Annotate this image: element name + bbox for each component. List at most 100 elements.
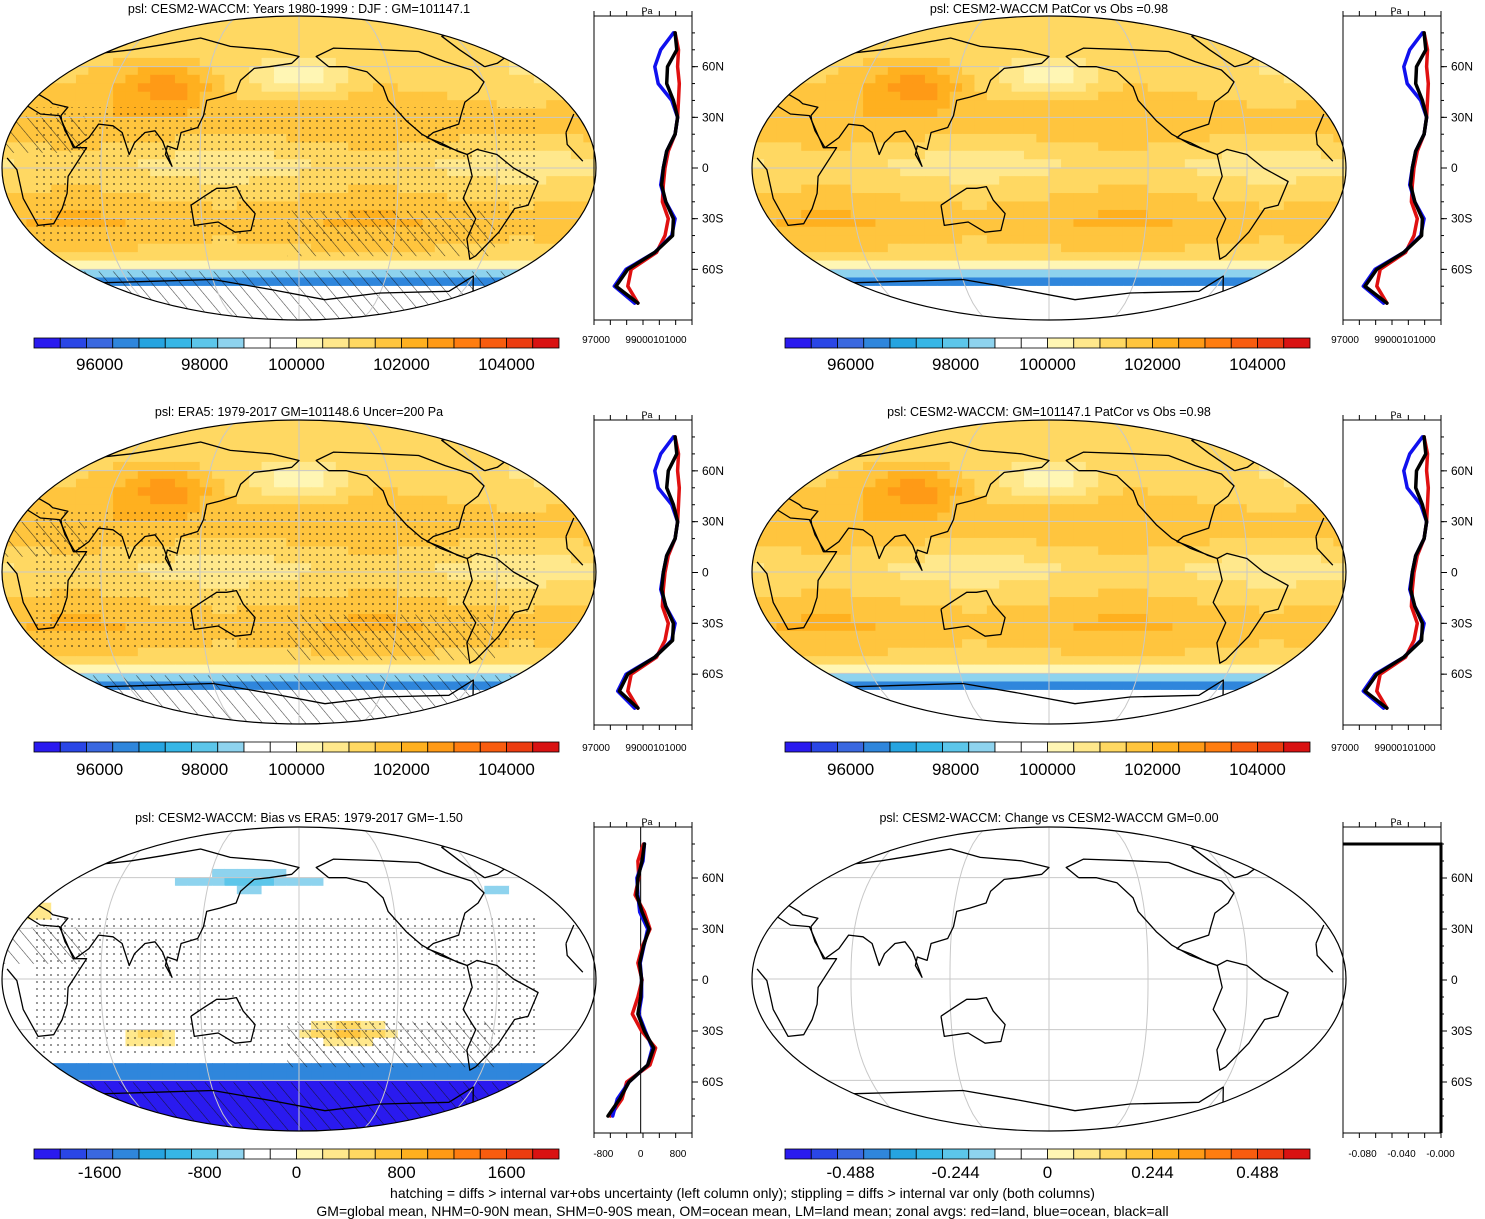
colorbar-swatch <box>192 1149 218 1159</box>
map-title: psl: ERA5: 1979-2017 GM=101148.6 Uncer=2… <box>155 405 443 419</box>
colorbar-label: 1600 <box>488 1163 526 1182</box>
footer-line-2: GM=global mean, NHM=0-90N mean, SHM=0-90… <box>0 1203 1485 1219</box>
colorbar-swatch <box>218 1149 244 1159</box>
lat-tick-label: 0 <box>702 161 709 175</box>
colorbar-label: 104000 <box>478 355 535 374</box>
colorbar-swatch <box>402 742 428 752</box>
colorbar-swatch <box>785 338 811 348</box>
colorbar-label: 104000 <box>1229 760 1286 779</box>
colorbar-swatch <box>349 742 375 752</box>
colorbar-swatch <box>995 338 1021 348</box>
colorbar-swatch <box>890 1149 916 1159</box>
colorbar-swatch <box>297 338 323 348</box>
colorbar-swatch <box>811 742 837 752</box>
lat-tick-label: 0 <box>1451 161 1458 175</box>
colorbar-swatch <box>1231 742 1257 752</box>
colorbar-swatch <box>507 742 533 752</box>
colorbar-swatch <box>1074 742 1100 752</box>
lat-tick-label: 30N <box>1451 922 1473 936</box>
colorbar-swatch <box>402 1149 428 1159</box>
colorbar-swatch <box>480 338 506 348</box>
lat-tick-label: 60S <box>1451 262 1472 276</box>
colorbar-swatch <box>192 742 218 752</box>
colorbar-swatch <box>480 742 506 752</box>
colorbar-swatch <box>943 742 969 752</box>
x-tick-label: -800 <box>593 1149 613 1160</box>
colorbar-swatch <box>838 1149 864 1159</box>
colorbar-swatch <box>87 1149 113 1159</box>
colorbar-swatch <box>943 1149 969 1159</box>
colorbar-swatch <box>323 338 349 348</box>
colorbar-swatch <box>349 338 375 348</box>
lat-tick-label: 0 <box>702 973 709 987</box>
lat-tick-label: 0 <box>702 566 709 580</box>
colorbar-swatch <box>785 742 811 752</box>
colorbar-swatch <box>139 1149 165 1159</box>
lat-tick-label: 30N <box>1451 110 1473 124</box>
colorbar-swatch <box>1231 1149 1257 1159</box>
colorbar-swatch <box>349 1149 375 1159</box>
colorbar-swatch <box>969 338 995 348</box>
lat-tick-label: 60N <box>702 871 724 885</box>
lat-tick-label: 30S <box>702 616 723 630</box>
x-tick-label: 97000 <box>582 743 610 754</box>
lat-tick-label: 60S <box>702 667 723 681</box>
colorbar-swatch <box>192 338 218 348</box>
x-tick-label: 99000101000 <box>625 335 687 346</box>
colorbar-swatch <box>34 742 60 752</box>
colorbar-swatch <box>1258 1149 1284 1159</box>
lat-tick-label: 30S <box>702 1024 723 1038</box>
colorbar-swatch <box>1153 1149 1179 1159</box>
colorbar-label: 100000 <box>268 760 325 779</box>
colorbar-swatch <box>1021 742 1047 752</box>
colorbar-swatch <box>454 338 480 348</box>
map-panel-2: psl: CESM2-WACCM PatCor vs Obs =0.98 <box>752 2 1347 320</box>
footer-line-1: hatching = diffs > internal var+obs unce… <box>0 1185 1485 1201</box>
colorbar-swatch <box>838 338 864 348</box>
colorbar-swatch <box>454 1149 480 1159</box>
colorbar-swatch <box>1126 1149 1152 1159</box>
colorbar-label: -0.488 <box>827 1163 875 1182</box>
colorbar-label: 102000 <box>1124 760 1181 779</box>
colorbar-label: 104000 <box>478 760 535 779</box>
lat-tick-label: 60N <box>702 464 724 478</box>
colorbar-swatch <box>297 742 323 752</box>
colorbar-swatch <box>139 338 165 348</box>
colorbar-label: 98000 <box>932 760 979 779</box>
hatching-overlay-2 <box>287 615 495 661</box>
colorbar-swatch <box>864 338 890 348</box>
colorbar-swatch <box>507 338 533 348</box>
profile-frame <box>1343 827 1441 1133</box>
colorbar-swatch <box>402 338 428 348</box>
colorbar-label: 0 <box>1043 1163 1052 1182</box>
lat-tick-label: 30N <box>702 110 724 124</box>
colorbar-swatch <box>60 338 86 348</box>
colorbar-swatch <box>1153 338 1179 348</box>
colorbar-swatch <box>375 742 401 752</box>
lat-tick-label: 60N <box>1451 60 1473 74</box>
colorbar-swatch <box>139 742 165 752</box>
colorbar-swatch <box>113 338 139 348</box>
hatching-overlay-2 <box>287 1022 495 1068</box>
colorbar-swatch <box>533 742 559 752</box>
colorbar-swatch <box>1074 1149 1100 1159</box>
x-tick-label: -0.040 <box>1387 1149 1416 1160</box>
colorbar-label: 0.488 <box>1236 1163 1279 1182</box>
lat-tick-label: 60S <box>1451 667 1472 681</box>
colorbar-swatch <box>1074 338 1100 348</box>
colorbar-label: -0.244 <box>932 1163 980 1182</box>
lat-tick-label: 60S <box>702 262 723 276</box>
colorbar-swatch <box>533 1149 559 1159</box>
colorbar-swatch <box>34 338 60 348</box>
map-title: psl: CESM2-WACCM: Change vs CESM2-WACCM … <box>879 811 1218 825</box>
map-title: psl: CESM2-WACCM: Years 1980-1999 : DJF … <box>128 2 470 16</box>
colorbar-swatch <box>297 1149 323 1159</box>
colorbar-label: 96000 <box>827 760 874 779</box>
colorbar-swatch <box>1205 1149 1231 1159</box>
colorbar-swatch <box>1179 742 1205 752</box>
